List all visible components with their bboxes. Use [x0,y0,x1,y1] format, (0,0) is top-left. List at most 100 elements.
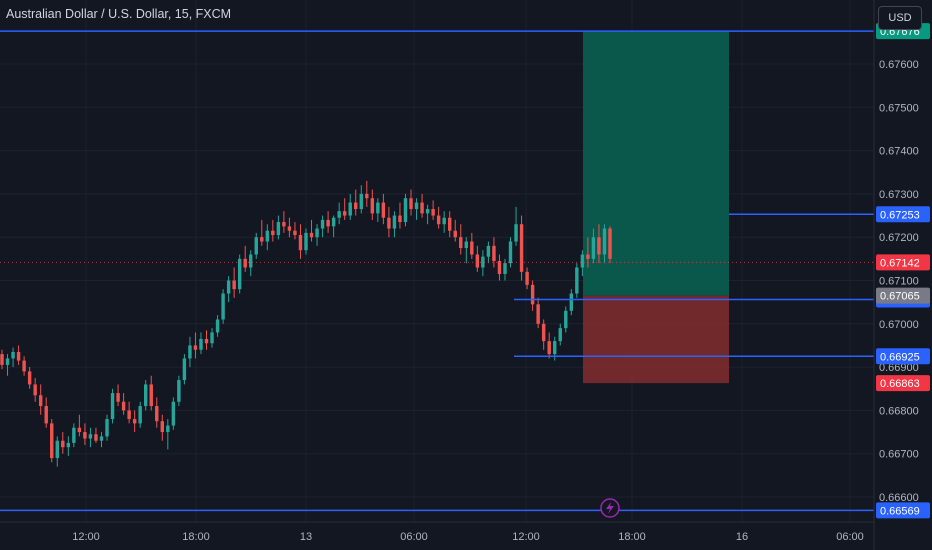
price-tick-label: 0.67200 [879,232,919,244]
candle-body [66,442,71,448]
price-tick-label: 0.67500 [879,102,919,114]
horizontal-lines[interactable] [0,30,874,512]
price-tick-label: 0.66600 [879,492,919,504]
candle-body [44,406,48,424]
candle-body [425,209,430,214]
loss-zone[interactable] [583,295,729,384]
time-tick-label: 12:00 [512,531,540,543]
candle-body [436,215,441,225]
candle-body [492,245,496,262]
time-tick-label: 18:00 [618,531,646,543]
candle-body [309,232,314,238]
candle-body [276,222,281,236]
candle-body [331,217,336,227]
time-tick-label: 06:00 [400,531,428,543]
price-tick-label: 0.67400 [879,146,919,158]
price-tick-label: 0.67100 [879,276,919,288]
candle-body [22,360,26,372]
candle-body [193,345,198,350]
candle-body [138,406,142,424]
candle-body [403,198,408,223]
candle-body [508,241,513,264]
price-badge: 0.67142 [880,257,920,269]
price-badge: 0.67065 [880,291,920,303]
candle-body [381,202,386,218]
candle-body [409,198,413,210]
candle-body [392,215,397,229]
symbol-title[interactable]: Australian Dollar / U.S. Dollar, 15, FXC… [6,7,232,21]
price-badge: 0.66863 [880,378,920,390]
candle-body [519,224,524,272]
candle-body [348,202,352,216]
line-price-badge: 0.67253 [880,209,920,221]
candle-body [88,434,93,439]
candle-body [160,421,165,433]
candle-body [149,384,153,407]
candle-body [237,258,242,290]
price-badge-bg [876,254,930,271]
candle-body [61,440,65,448]
candle-body [442,217,446,225]
currency-button[interactable]: USD [878,6,922,30]
line-price-badge-bg [876,206,930,223]
candle-body [398,215,402,223]
candle-body [243,258,247,268]
candle-body [541,323,546,342]
price-tick-label: 0.66900 [879,362,919,374]
candle-body [260,237,264,242]
line-price-badge: 0.66925 [880,351,920,363]
candle-body [265,230,270,242]
candle-body [249,254,253,268]
lightning-icon[interactable] [600,498,620,518]
candle-body [33,384,37,396]
candle-body [282,222,286,227]
candle-body [453,230,457,238]
candle-body [342,211,347,216]
candle-body [188,345,192,359]
position-tool[interactable] [583,31,729,384]
candle-body [221,293,225,320]
candle-body [564,310,568,329]
candle-body [226,280,231,294]
candle-body [38,395,43,407]
candle-body [586,254,590,259]
candle-body [414,202,419,210]
candle-body [376,202,380,214]
candle-body [497,261,502,275]
line-price-badge: 0.66569 [880,505,920,517]
line-price-badge-bg [876,502,930,519]
price-tick-label: 0.66800 [879,405,919,417]
candle-body [182,358,187,381]
candle-body [116,393,120,402]
candle-body [121,401,126,411]
price-axis-background [874,0,932,550]
candle-body [5,358,10,365]
candles [0,180,612,467]
candle-body [553,341,557,355]
candle-body [99,436,104,441]
price-axis[interactable]: 0.67600 0.67500 0.67400 0.67300 0.67200 0.671… [873,0,932,550]
candle-body [77,427,82,433]
candle-body [11,351,15,359]
candle-body [287,226,292,231]
candle-body [143,384,148,407]
price-tick-label: 0.67300 [879,189,919,201]
candle-body [293,230,297,236]
candle-body [83,432,87,439]
candle-body [199,338,203,350]
candle-body [215,319,220,333]
profit-zone[interactable] [583,31,729,296]
candle-body [72,427,76,443]
time-tick-label: 18:00 [182,531,210,543]
candle-body [171,401,176,426]
candle-body [155,406,159,422]
candle-body [370,198,375,214]
candle-body [547,341,551,355]
candle-body [447,217,452,231]
candle-body [105,419,109,437]
time-axis[interactable]: 12:00 18:00 13 06:00 12:00 18:00 16 06:00 [0,521,874,543]
candle-body [481,256,485,268]
candle-body [503,263,507,275]
